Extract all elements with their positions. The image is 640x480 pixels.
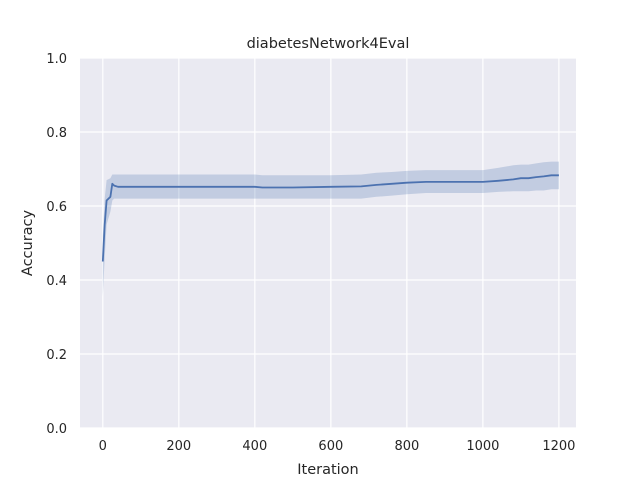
confidence-band xyxy=(102,161,559,297)
y-tick-label: 0.6 xyxy=(46,200,67,215)
y-tick-label: 1.0 xyxy=(46,52,67,67)
x-tick-label: 400 xyxy=(242,439,267,454)
x-tick-label: 200 xyxy=(166,439,191,454)
x-tick-label: 600 xyxy=(318,439,343,454)
grid xyxy=(80,57,576,429)
x-tick-label: 0 xyxy=(99,439,107,454)
y-tick-label: 0.2 xyxy=(46,348,67,363)
x-tick-label: 1200 xyxy=(542,439,575,454)
series-line-layer xyxy=(101,174,559,262)
series-line xyxy=(101,174,559,262)
y-tick-label: 0.0 xyxy=(46,422,67,437)
y-axis-ticks: 0.0 0.2 0.4 0.6 0.8 1.0 xyxy=(46,52,67,437)
x-tick-label: 1000 xyxy=(466,439,499,454)
confidence-band-layer xyxy=(102,161,559,297)
x-axis-label: Iteration xyxy=(297,462,359,478)
x-tick-label: 800 xyxy=(394,439,419,454)
plot-area xyxy=(80,58,576,428)
x-axis-ticks: 0 200 400 600 800 1000 1200 xyxy=(99,439,576,454)
chart-title: diabetesNetwork4Eval xyxy=(247,36,410,52)
y-axis-label: Accuracy xyxy=(20,209,36,276)
y-tick-label: 0.8 xyxy=(46,126,67,141)
y-tick-label: 0.4 xyxy=(46,274,67,289)
